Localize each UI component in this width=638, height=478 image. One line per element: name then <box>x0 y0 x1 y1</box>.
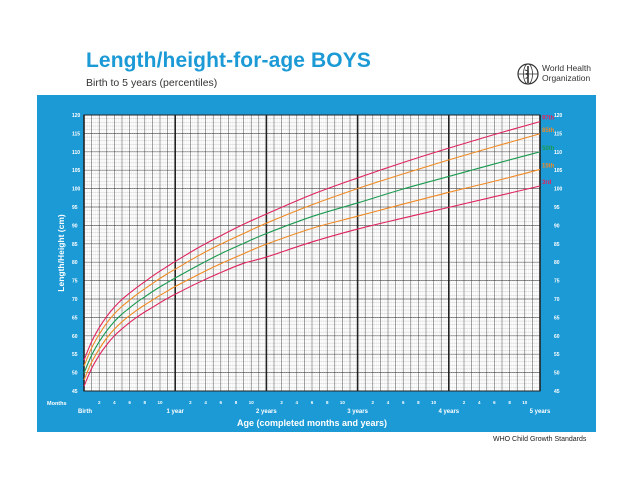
x-minor-tick-label: 10 <box>340 400 346 405</box>
x-minor-tick-label: 6 <box>402 400 405 405</box>
y-tick-label: 70 <box>554 297 560 303</box>
x-axis-label: Age (completed months and years) <box>237 418 387 428</box>
x-tick-labels: Birth 1 year 2 years 3 years 4 years 5 years 2… <box>78 400 551 415</box>
x-major-tick-label: 4 years <box>438 409 459 415</box>
x-major-tick-label: Birth <box>78 409 92 415</box>
x-minor-tick-label: 6 <box>220 400 223 405</box>
x-minor-tick-label: 4 <box>387 400 390 405</box>
logo-line-2: Organization <box>542 72 591 83</box>
x-minor-tick-label: 2 <box>372 400 375 405</box>
series-line-3rd <box>83 185 541 387</box>
series-line-97th <box>83 121 541 361</box>
series-label-97th: 97th <box>542 116 555 122</box>
y-tick-label: 115 <box>554 131 562 137</box>
x-minor-tick-label: 2 <box>189 400 192 405</box>
y-tick-label: 110 <box>72 150 80 156</box>
y-tick-label: 105 <box>554 168 563 174</box>
chart-subtitle: Birth to 5 years (percentiles) <box>86 77 218 89</box>
x-unit-label: Months <box>47 401 67 407</box>
y-tick-label: 80 <box>554 260 560 266</box>
x-minor-tick-label: 10 <box>431 400 437 405</box>
x-minor-tick-label: 8 <box>144 400 147 405</box>
y-tick-label: 85 <box>554 242 560 248</box>
percentile-curves <box>83 121 541 387</box>
x-minor-tick-label: 6 <box>128 400 131 405</box>
y-tick-label: 120 <box>554 113 563 119</box>
y-tick-label: 85 <box>72 242 78 248</box>
who-logo: World Health Organization <box>517 63 617 87</box>
y-tick-label: 115 <box>72 131 80 137</box>
y-tick-label: 90 <box>72 223 78 229</box>
x-major-tick-label: 5 years <box>530 409 551 415</box>
x-minor-tick-label: 6 <box>311 400 314 405</box>
x-minor-tick-label: 8 <box>417 400 420 405</box>
y-tick-label: 70 <box>72 297 78 303</box>
x-major-tick-label: 1 year <box>167 409 185 415</box>
y-tick-label: 50 <box>554 371 560 377</box>
y-tick-label: 65 <box>554 315 560 321</box>
x-minor-tick-label: 6 <box>493 400 496 405</box>
x-minor-tick-label: 8 <box>508 400 511 405</box>
x-minor-tick-label: 4 <box>113 400 116 405</box>
x-minor-tick-label: 4 <box>204 400 207 405</box>
chart-frame: 45 45 50 50 55 55 60 60 65 65 70 70 75 75 80 80 85 85 90 90… <box>37 95 596 432</box>
plot-border <box>83 114 541 392</box>
series-labels: 97th 85th 50th 15th 3rd <box>542 116 555 186</box>
y-tick-label: 65 <box>72 315 78 321</box>
x-minor-tick-label: 4 <box>478 400 481 405</box>
x-major-tick-label: 2 years <box>256 409 277 415</box>
grid <box>83 114 541 392</box>
y-tick-label: 105 <box>72 168 81 174</box>
series-label-15th: 15th <box>542 163 555 169</box>
x-minor-tick-label: 2 <box>98 400 101 405</box>
series-line-15th <box>83 168 541 381</box>
x-minor-tick-label: 10 <box>249 400 255 405</box>
x-minor-tick-label: 8 <box>326 400 329 405</box>
y-tick-label: 100 <box>72 187 81 193</box>
y-tick-label: 45 <box>554 389 560 395</box>
y-tick-label: 60 <box>554 334 560 340</box>
y-tick-label: 80 <box>72 260 78 266</box>
y-tick-label: 55 <box>72 352 78 358</box>
y-tick-label: 95 <box>554 205 560 211</box>
series-label-50th: 50th <box>542 146 555 152</box>
y-tick-label: 60 <box>72 334 78 340</box>
series-line-50th <box>83 151 541 374</box>
y-tick-label: 90 <box>554 223 560 229</box>
series-label-85th: 85th <box>542 128 555 134</box>
y-tick-label: 100 <box>554 187 563 193</box>
y-axis-label: Length/Height (cm) <box>56 214 66 292</box>
y-tick-label: 45 <box>72 389 78 395</box>
y-tick-label: 55 <box>554 352 560 358</box>
y-tick-labels: 45 45 50 50 55 55 60 60 65 65 70 70 75 75 80 80 85 85 90 90… <box>72 113 563 395</box>
x-minor-tick-label: 4 <box>296 400 299 405</box>
series-label-3rd: 3rd <box>542 180 552 186</box>
y-tick-label: 75 <box>554 279 560 285</box>
who-emblem-icon <box>517 63 539 85</box>
x-minor-tick-label: 2 <box>463 400 466 405</box>
logo-line-1: World Health <box>542 63 591 73</box>
x-minor-tick-label: 2 <box>280 400 283 405</box>
x-minor-tick-label: 10 <box>157 400 163 405</box>
chart-title: Length/height-for-age BOYS <box>86 49 371 72</box>
y-tick-label: 75 <box>72 279 78 285</box>
x-major-tick-label: 3 years <box>347 409 368 415</box>
y-tick-label: 120 <box>72 113 81 119</box>
x-minor-tick-label: 8 <box>235 400 238 405</box>
footer-source: WHO Child Growth Standards <box>493 436 587 443</box>
y-tick-label: 95 <box>72 205 78 211</box>
y-tick-label: 110 <box>554 150 562 156</box>
x-minor-tick-label: 10 <box>522 400 528 405</box>
growth-chart: 45 45 50 50 55 55 60 60 65 65 70 70 75 75 80 80 85 85 90 90… <box>47 113 563 428</box>
series-line-85th <box>83 133 541 367</box>
y-tick-label: 50 <box>72 371 78 377</box>
